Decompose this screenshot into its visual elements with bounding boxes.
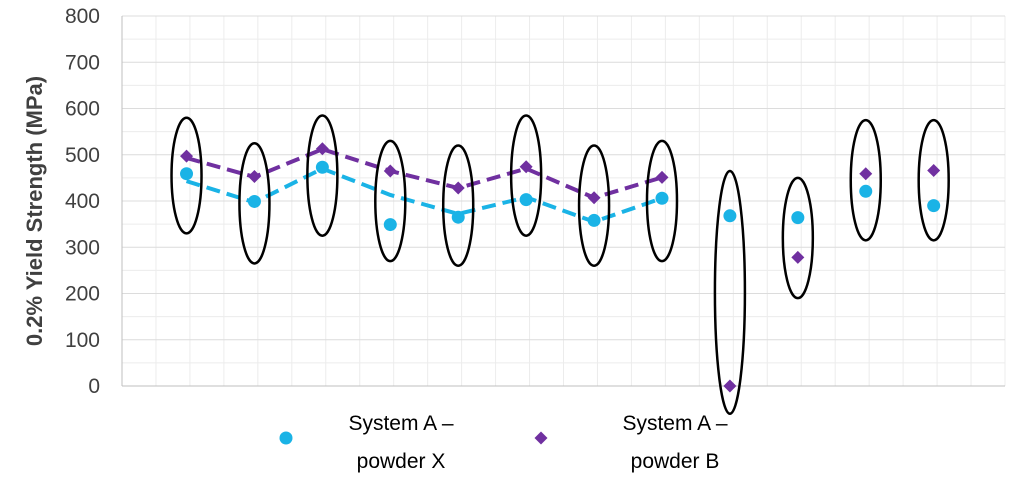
legend-label: powder B xyxy=(631,450,720,473)
group-ellipse xyxy=(170,116,203,235)
y-tick-label: 200 xyxy=(65,283,100,306)
data-point-diamond xyxy=(383,164,397,178)
data-point-circle xyxy=(315,160,329,174)
axes xyxy=(121,16,1005,387)
group-ellipse xyxy=(577,144,611,267)
y-tick-label: 0 xyxy=(88,375,100,398)
data-point-diamond xyxy=(180,149,194,163)
group-ellipse xyxy=(306,114,339,237)
data-point-diamond xyxy=(927,163,941,177)
group-ellipse xyxy=(849,118,883,242)
data-point-circle xyxy=(859,184,873,198)
y-tick-label: 300 xyxy=(65,236,100,259)
group-ellipse xyxy=(917,118,950,242)
data-point-diamond xyxy=(723,379,737,393)
group-ellipse xyxy=(441,144,475,267)
group-ellipse xyxy=(713,169,747,415)
data-point-circle xyxy=(655,191,669,205)
grouping-ellipses xyxy=(170,114,950,415)
data-point-diamond xyxy=(859,167,873,181)
y-tick-labels: 0 100 200 300 400 500 600 700 800 xyxy=(65,5,100,398)
data-point-circle xyxy=(383,218,397,232)
data-points xyxy=(180,142,941,393)
data-point-diamond xyxy=(519,160,533,174)
data-point-diamond xyxy=(587,191,601,205)
y-tick-label: 400 xyxy=(65,190,100,213)
data-point-circle xyxy=(587,213,601,227)
group-ellipse xyxy=(509,114,543,237)
y-tick-label: 100 xyxy=(65,329,100,352)
group-ellipse xyxy=(645,139,679,263)
trendline xyxy=(185,166,663,224)
data-point-circle xyxy=(180,167,194,181)
y-tick-label: 500 xyxy=(65,144,100,167)
y-tick-label: 800 xyxy=(65,5,100,28)
data-point-diamond xyxy=(791,250,805,264)
legend-marker-circle xyxy=(279,431,293,445)
data-point-circle xyxy=(247,194,261,208)
trendlines xyxy=(185,147,663,224)
group-ellipse xyxy=(374,139,407,263)
legend-label: System A – xyxy=(622,412,727,435)
legend: System A – powder X System A – powder B xyxy=(279,412,728,473)
data-point-diamond xyxy=(451,181,465,195)
group-ellipse xyxy=(238,141,271,265)
data-point-circle xyxy=(451,210,465,224)
legend-marker-diamond xyxy=(534,431,548,445)
group-ellipse xyxy=(781,176,815,300)
data-point-circle xyxy=(927,199,941,213)
data-point-diamond xyxy=(247,169,261,183)
data-point-circle xyxy=(723,209,737,223)
data-point-diamond xyxy=(655,170,669,184)
y-tick-label: 600 xyxy=(65,98,100,121)
legend-label: powder X xyxy=(357,450,446,473)
data-point-diamond xyxy=(315,142,329,156)
data-point-circle xyxy=(519,193,533,207)
y-axis-title: 0.2% Yield Strength (MPa) xyxy=(22,76,47,346)
data-point-circle xyxy=(791,211,805,225)
y-tick-label: 700 xyxy=(65,51,100,74)
legend-label: System A – xyxy=(348,412,453,435)
